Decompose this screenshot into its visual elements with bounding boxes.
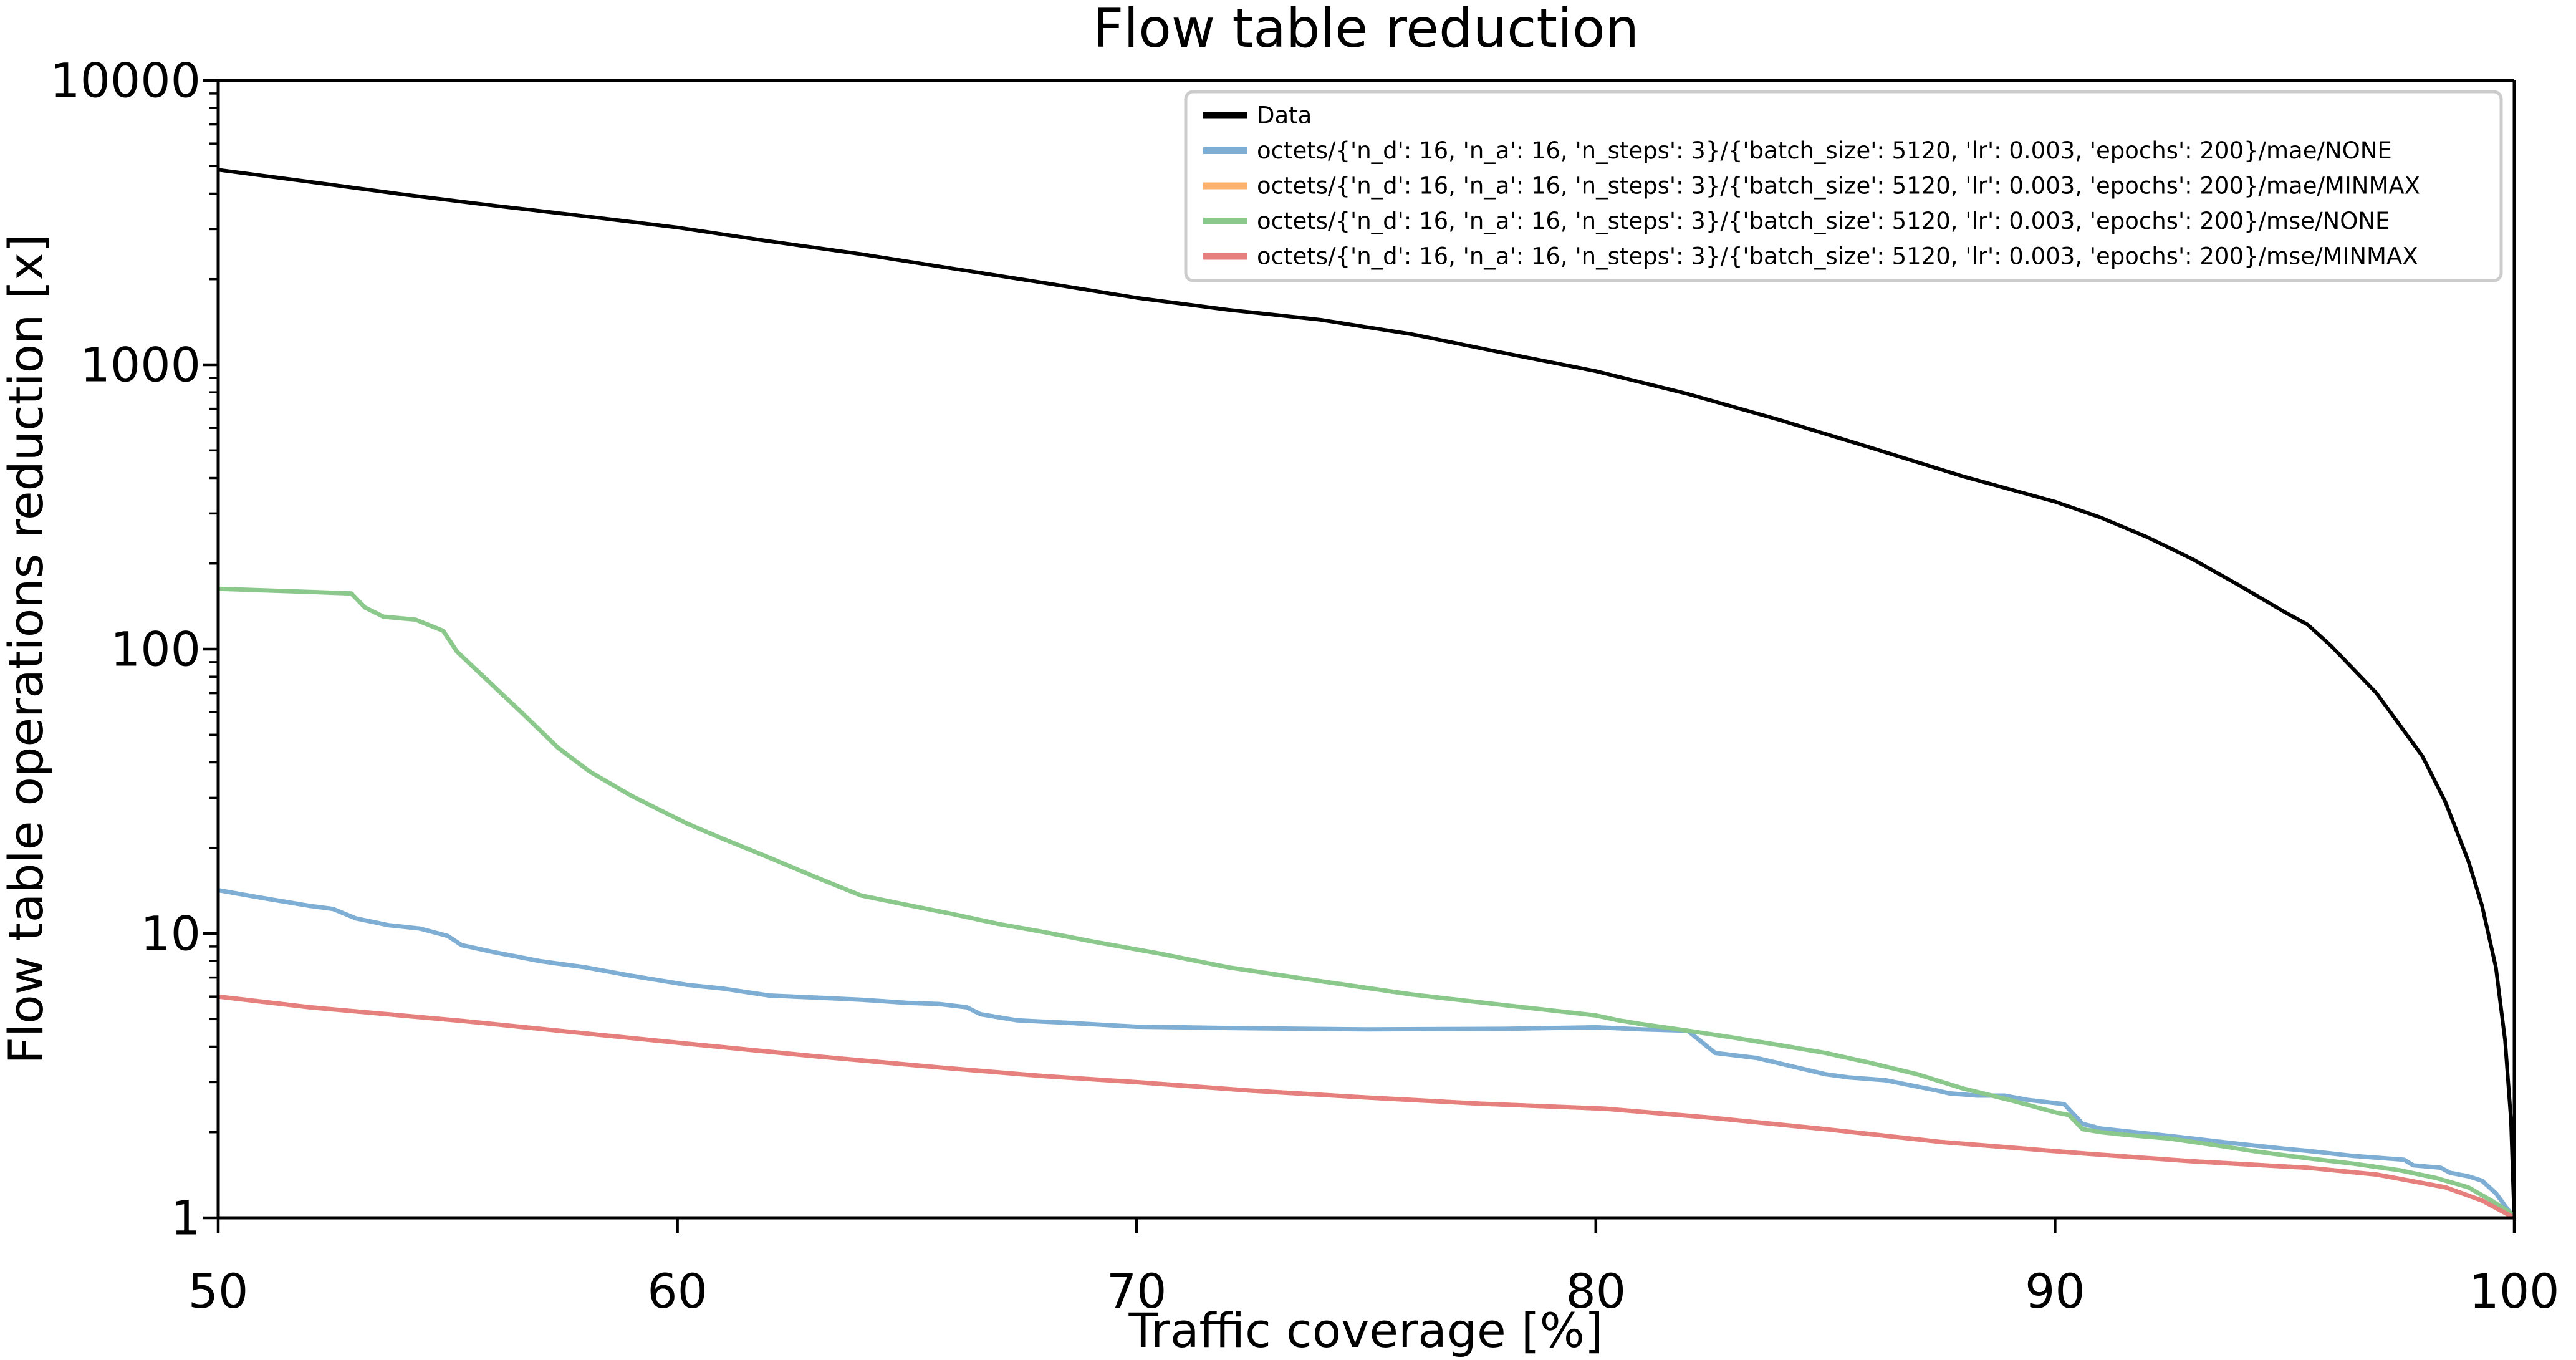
x-tick-labels: 50 60 70 80 90 100 [188,1263,2560,1319]
series-line-3 [218,586,2516,1218]
y-axis-label: Flow table operations reduction [x] [0,234,54,1064]
series-line-0 [218,168,2516,1218]
legend-box: Data octets/{'n_d': 16, 'n_a': 16, 'n_ste… [1184,90,2503,282]
legend-frame [1184,90,2503,282]
x-tick-label: 60 [647,1263,708,1319]
series-lines [218,168,2516,1220]
x-tick-label: 70 [1107,1263,1167,1319]
y-tick-label: 1 [171,1190,201,1246]
y-tick-label: 10000 [50,53,201,109]
series-line-1 [218,888,2516,1220]
y-tick-label: 100 [110,622,201,677]
y-tick-labels: 1 10 100 1000 10000 [50,53,201,1246]
series-line-4 [218,994,2516,1220]
legend-item-label: octets/{'n_d': 16, 'n_a': 16, 'n_steps':… [1257,208,2390,234]
legend-item-label: octets/{'n_d': 16, 'n_a': 16, 'n_steps':… [1257,173,2420,200]
y-tick-label: 1000 [80,337,201,393]
chart-title: Flow table reduction [1093,0,1639,60]
x-tick-label: 90 [2025,1263,2085,1319]
legend-items: Data octets/{'n_d': 16, 'n_a': 16, 'n_ste… [1203,102,2420,270]
x-tick-label: 100 [2469,1263,2559,1319]
legend-item-label: octets/{'n_d': 16, 'n_a': 16, 'n_steps':… [1257,243,2418,270]
legend-item-label: Data [1257,102,1312,129]
legend-item-label: octets/{'n_d': 16, 'n_a': 16, 'n_steps':… [1257,137,2392,164]
x-axis-label: Traffic coverage [%] [1128,1303,1603,1358]
y-tick-label: 10 [140,906,201,962]
x-tick-label: 80 [1565,1263,1626,1319]
axis-ticks [203,79,2516,1233]
x-tick-label: 50 [188,1263,249,1319]
